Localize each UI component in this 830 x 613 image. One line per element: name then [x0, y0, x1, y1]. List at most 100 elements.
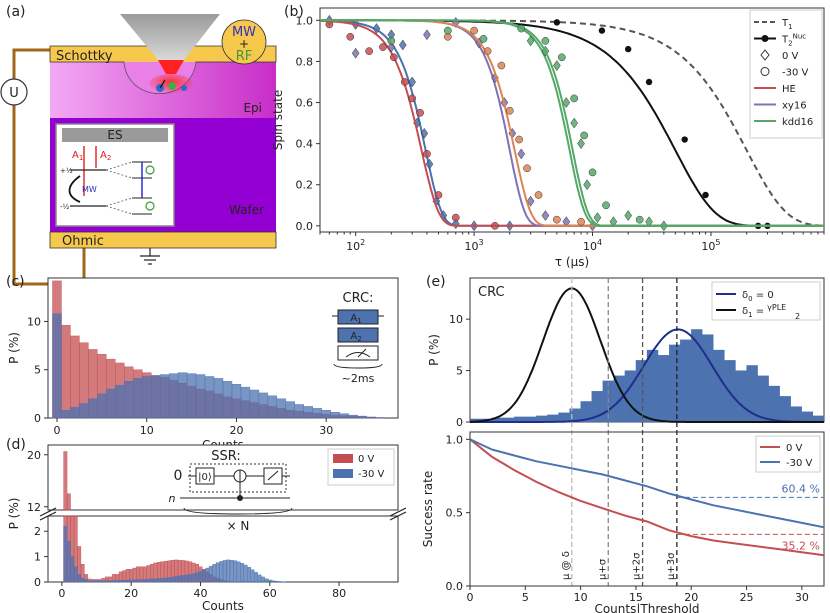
ground-icon — [140, 248, 160, 265]
data-point — [408, 76, 416, 88]
device-schematic: (a) U Epi Wafer Ohmic Schottky — [0, 4, 277, 286]
histogram-bar — [260, 576, 265, 583]
histogram-bar — [202, 569, 206, 583]
legend-label: -30 V — [358, 469, 385, 480]
rf-label: RF — [236, 49, 253, 64]
histogram-bar — [285, 401, 295, 419]
histogram-bar — [267, 395, 278, 419]
data-point — [553, 19, 561, 26]
data-point — [497, 61, 506, 70]
histogram-bar — [195, 572, 199, 583]
histogram-bar — [735, 370, 747, 423]
a2-label: A2 — [100, 150, 111, 162]
y-axis-label: P (%) — [427, 334, 441, 366]
histogram-bar — [73, 566, 78, 583]
data-point — [534, 191, 543, 199]
rf-cycle-icon — [145, 165, 155, 175]
y-tick-label: 0 — [34, 412, 41, 425]
histogram-bar — [294, 404, 304, 419]
y-tick-label: 0.6 — [296, 97, 314, 110]
y-tick-label: 0.2 — [296, 179, 314, 192]
y-axis-label: Success rate — [421, 471, 435, 548]
y-tick-label: 0.5 — [446, 507, 464, 520]
histogram-bar — [205, 567, 210, 583]
x-axis-label: τ (μs) — [555, 255, 589, 269]
histogram-bar — [88, 398, 98, 419]
ohmic-contact — [49, 231, 277, 249]
data-point — [526, 195, 535, 207]
x-tick-label: 10 — [140, 424, 154, 437]
histogram-bar — [249, 389, 260, 419]
brace-icon — [333, 363, 383, 369]
threshold-label: μ+σ — [597, 558, 608, 580]
histogram-bar — [52, 313, 62, 419]
data-point — [443, 26, 452, 35]
mw-rf-source — [221, 19, 267, 65]
data-point — [541, 210, 550, 221]
data-point — [416, 108, 424, 117]
histogram-bar — [168, 373, 179, 419]
axis-break-icon — [389, 507, 407, 521]
a1-label: A1 — [72, 150, 83, 162]
x-tick-label: 30 — [795, 591, 809, 604]
rf-cycle-icon — [145, 201, 155, 211]
data-point — [408, 94, 417, 103]
x-tick-label: 15 — [629, 591, 643, 604]
mw-label: MW — [232, 25, 256, 40]
histogram-bar — [177, 372, 188, 419]
gate-a1 — [337, 309, 379, 325]
histogram-bar — [278, 581, 283, 583]
brace-icon — [183, 507, 293, 515]
legend-swatch — [333, 454, 353, 463]
data-point — [479, 34, 488, 43]
inset-title: SSR: — [211, 449, 241, 464]
histogram-bar — [366, 416, 376, 419]
inset-title: CRC — [478, 285, 505, 300]
y-tick-label: 5 — [34, 364, 41, 377]
histogram-bar — [680, 339, 692, 423]
data-point — [541, 37, 550, 45]
x-tick-label: 102 — [346, 238, 365, 253]
histogram-bar — [267, 579, 272, 583]
histogram-bar — [253, 572, 258, 583]
histogram-bar — [243, 564, 248, 583]
y-tick-label: 1 — [34, 551, 41, 564]
annotation-label: 35.2 % — [782, 539, 820, 552]
histogram-bar — [129, 579, 134, 583]
histogram-bar — [357, 415, 367, 419]
excited-state-bar — [62, 128, 168, 142]
crc-threshold-chart: (e) 0 5 10 P (%) CRC δ0 = 0δ1 = γPLE2 60.4 % 35.… — [421, 274, 825, 613]
data-point — [434, 191, 443, 199]
data-point — [425, 158, 434, 170]
mw-rf-plus: + — [239, 37, 249, 51]
y-tick-label: 0 — [456, 416, 463, 429]
data-point — [624, 45, 632, 53]
x-tick-label: 0 — [467, 591, 474, 604]
data-point — [583, 179, 591, 191]
histogram-bar — [339, 413, 349, 419]
data-point — [681, 136, 688, 143]
wafer-label: Wafer — [229, 203, 264, 217]
data-point — [515, 135, 523, 144]
y-tick-label: 10 — [27, 315, 41, 328]
gate-a2-label: A2 — [350, 331, 361, 343]
data-point — [379, 43, 387, 51]
histogram-bar — [101, 580, 106, 583]
data-point — [365, 47, 373, 56]
histogram-bar — [61, 410, 71, 419]
histogram-bar — [757, 375, 769, 423]
legend-label: 0 V — [786, 443, 803, 454]
histogram-bar — [115, 580, 120, 583]
panel-label-e: (e) — [426, 274, 446, 290]
histogram-bar — [98, 580, 102, 583]
data-point — [483, 47, 492, 56]
histogram-bar — [274, 581, 279, 583]
histogram-bar — [125, 579, 130, 583]
histogram-bar — [80, 577, 85, 583]
y-tick-label: 1.0 — [446, 433, 464, 446]
legend-label: 0 V — [782, 51, 799, 62]
histogram-bar — [79, 403, 89, 419]
y-tick-label: 0 — [34, 576, 41, 589]
data-point — [588, 168, 597, 177]
histogram-bar — [66, 541, 71, 583]
